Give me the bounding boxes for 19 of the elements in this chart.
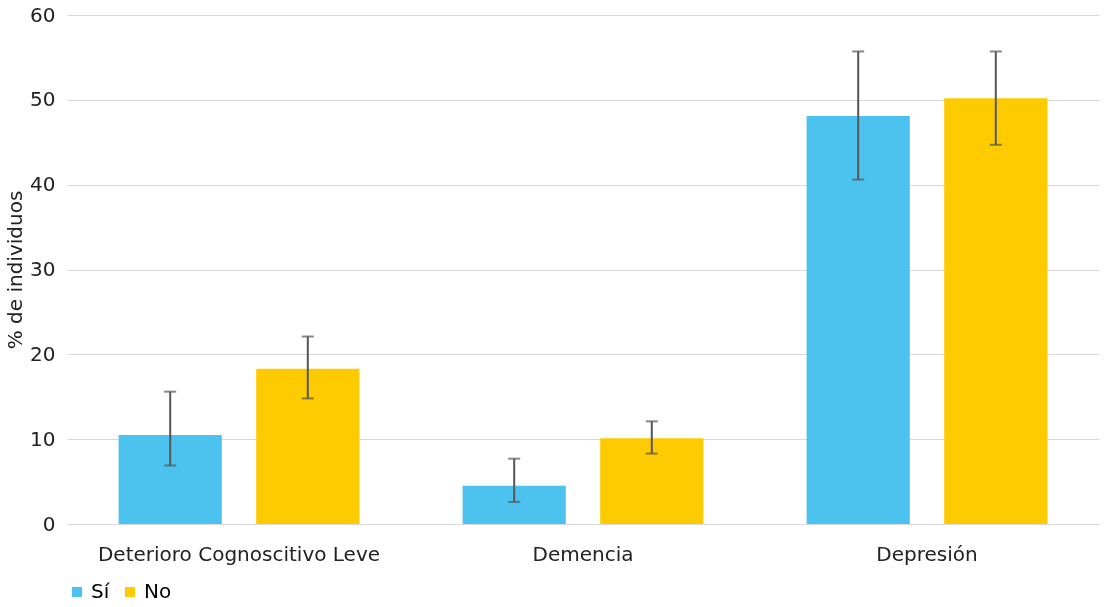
y-axis-title: % de individuos: [3, 190, 28, 350]
y-tick-label: 20: [30, 341, 56, 366]
bar: [944, 98, 1048, 524]
legend-label: No: [144, 579, 172, 603]
y-tick-label: 40: [30, 172, 56, 197]
x-tick-label: Depresión: [876, 541, 978, 566]
y-tick-label: 0: [42, 511, 56, 536]
bar: [462, 485, 566, 524]
bar: [256, 368, 360, 524]
y-tick-label: 30: [30, 257, 56, 281]
y-tick-label: 50: [30, 87, 56, 112]
y-tick-label: 10: [30, 426, 56, 451]
x-tick-label: Demencia: [532, 541, 634, 566]
legend-label: Sí: [91, 579, 111, 603]
bar: [806, 115, 910, 524]
x-tick-label: Deterioro Cognoscitivo Leve: [97, 541, 381, 566]
bar: [118, 434, 222, 524]
y-tick-label: 60: [30, 2, 56, 27]
bar: [600, 438, 704, 524]
